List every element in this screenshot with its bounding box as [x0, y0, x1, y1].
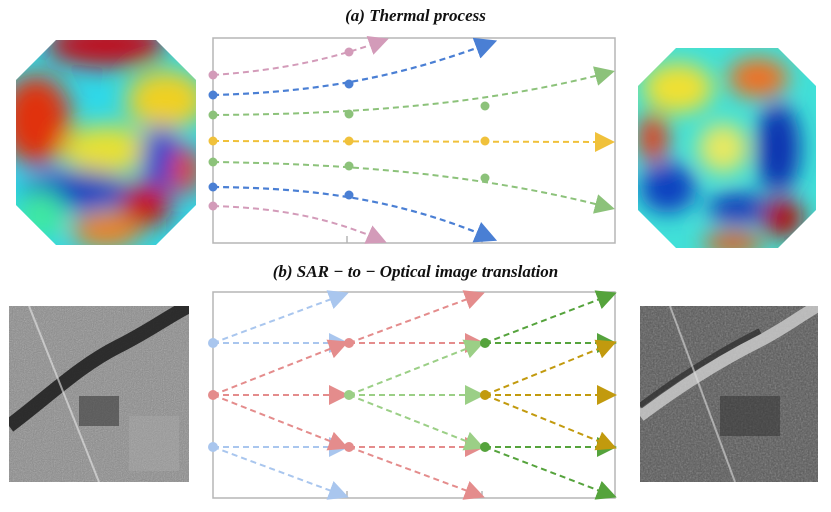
thermal-heatmap-final: [638, 48, 816, 248]
thermal-trajectory-diagram: [208, 36, 616, 244]
trajectory-green-bottom: [212, 161, 615, 214]
translation-nodes: [208, 338, 490, 452]
trajectory-blue-bottom: [212, 185, 498, 243]
trajectory-green-top: [212, 66, 615, 116]
trajectory-pink-bottom: [212, 205, 387, 244]
optical-image: [640, 306, 818, 482]
trajectory-pink-top: [212, 36, 389, 76]
thermal-heatmap-initial: [16, 40, 196, 245]
sar-image: [9, 306, 189, 482]
trajectory-nodes: [208, 47, 490, 211]
stage-3-edges: [484, 290, 617, 500]
trajectory-blue-top: [212, 37, 498, 97]
trajectory-yellow: [212, 131, 615, 152]
stage-1-edges: [212, 290, 349, 500]
panel-b-title: (b) SAR − to − Optical image translation: [272, 262, 559, 281]
stage-2-edges: [348, 290, 485, 500]
translation-trajectory-diagram: [208, 290, 617, 500]
panel-a-title: (a) Thermal process: [345, 6, 486, 25]
